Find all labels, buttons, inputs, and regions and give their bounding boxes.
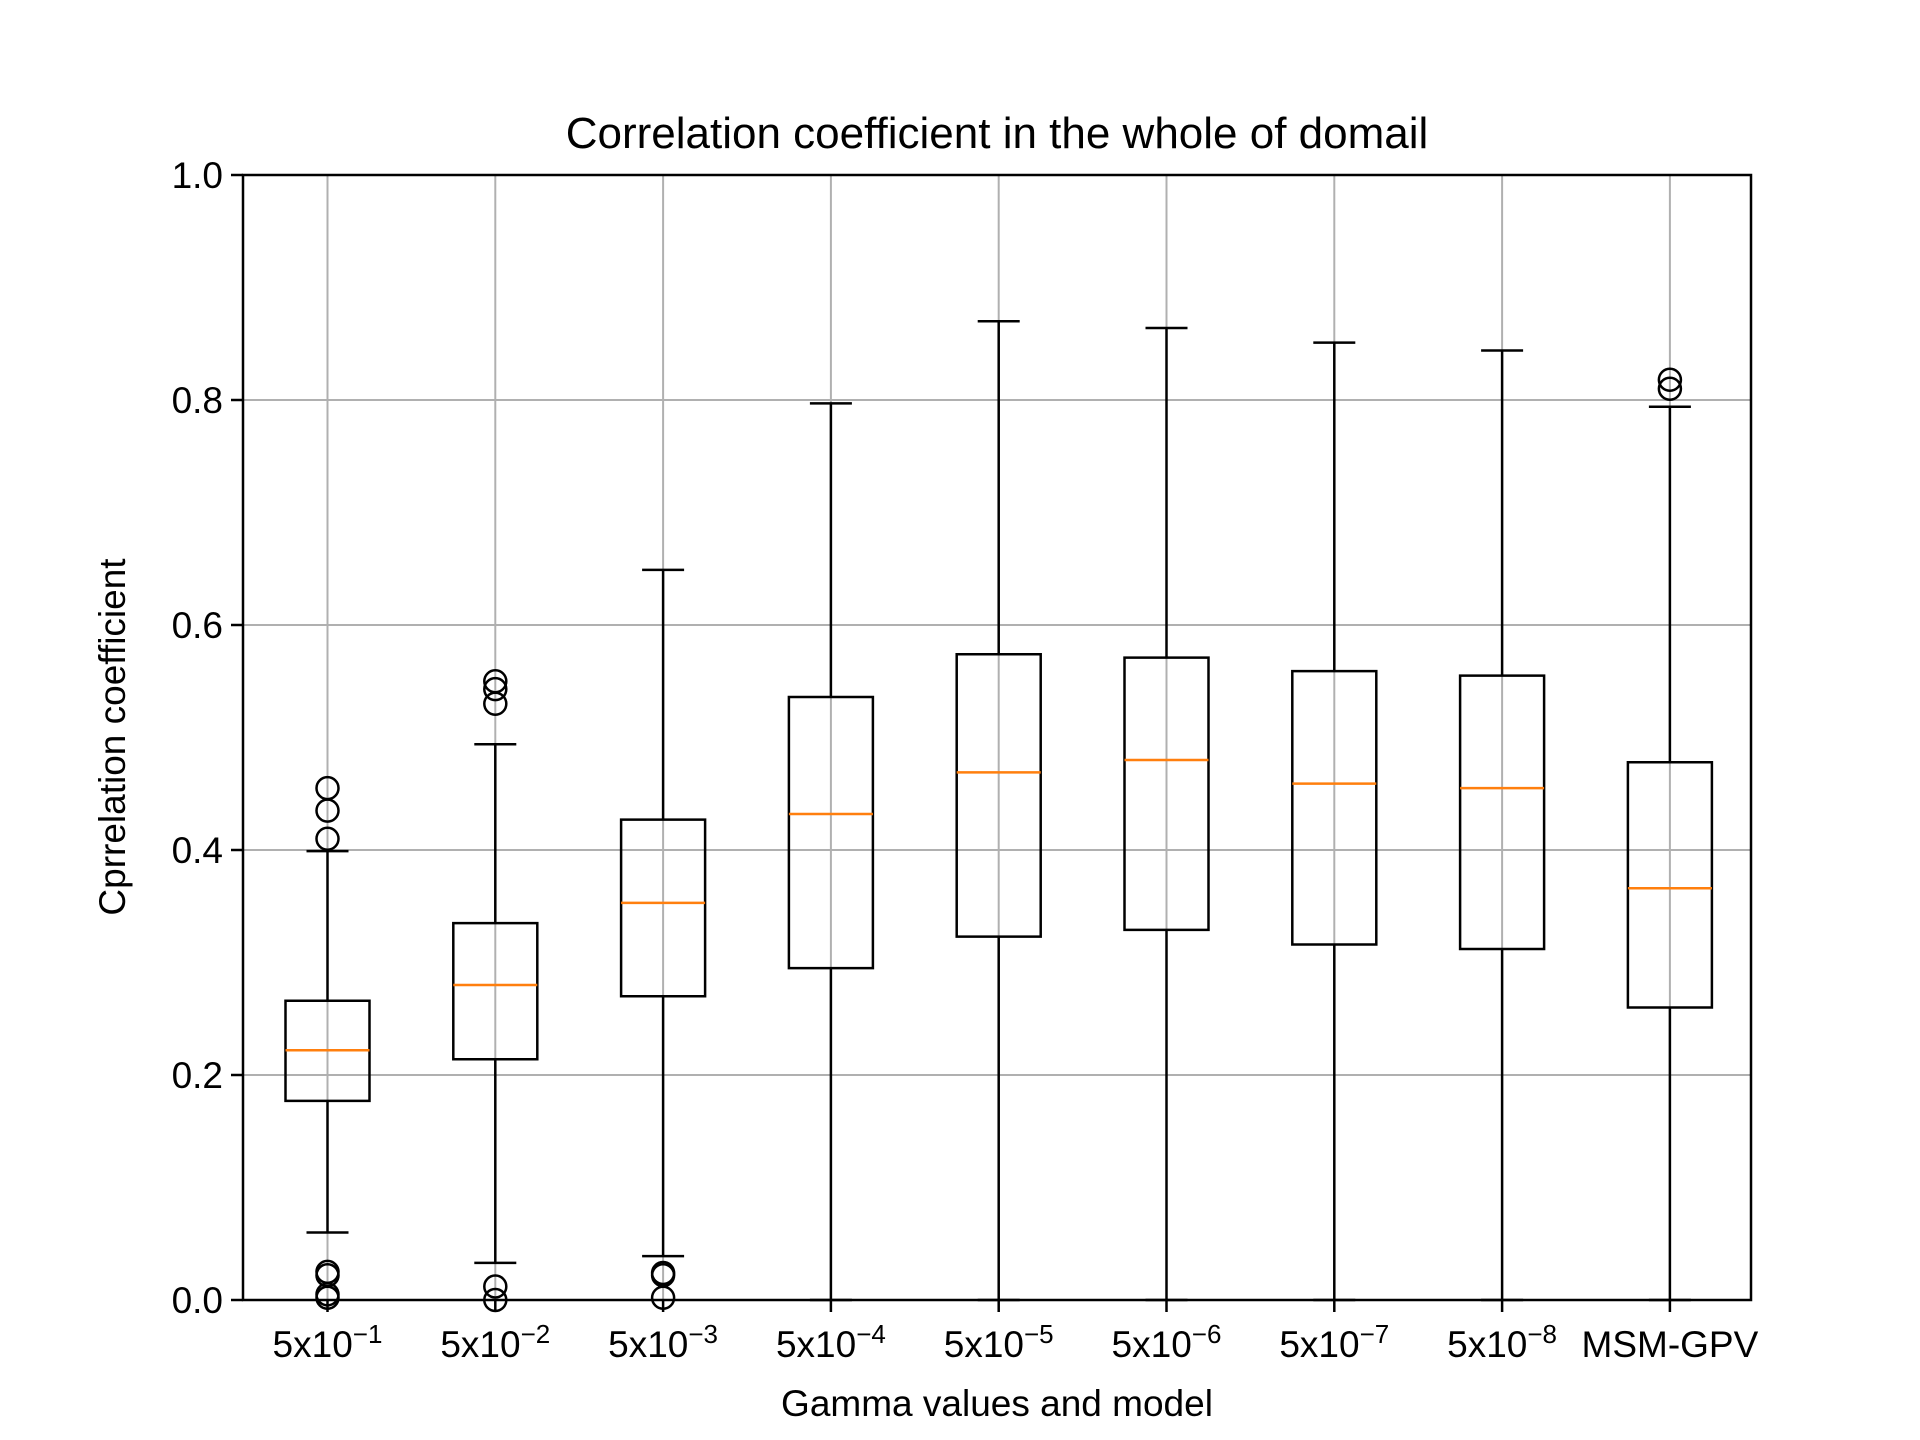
iqr-box xyxy=(787,695,875,970)
outlier-point xyxy=(1657,376,1683,401)
box-5 xyxy=(955,320,1042,1302)
outlier-point xyxy=(1657,367,1683,392)
x-tick-label: 5x10−3 xyxy=(608,1319,718,1365)
y-tick-label: 0.6 xyxy=(172,605,223,646)
iqr-box xyxy=(452,921,539,1061)
iqr-box xyxy=(1291,669,1378,946)
x-tick-label: 5x10−2 xyxy=(440,1319,550,1365)
x-tick-label: 5x10−1 xyxy=(273,1319,383,1365)
outlier-point xyxy=(483,669,508,694)
outlier-point xyxy=(483,1274,508,1299)
iqr-box xyxy=(1458,674,1546,951)
x-tick-label: 5x10−6 xyxy=(1112,1319,1222,1365)
iqr-box xyxy=(1123,656,1210,932)
box-8 xyxy=(1458,349,1546,1302)
chart-title: Correlation coefficient in the whole of … xyxy=(566,109,1429,158)
y-tick-label: 0.2 xyxy=(172,1055,223,1096)
iqr-box xyxy=(1626,761,1714,1009)
boxes xyxy=(284,320,1714,1313)
box-2 xyxy=(452,669,539,1313)
ticks: 0.0 0.2 0.4 0.6 0.8 1.0 5x10−1 5x10−2 5x10−3 5x10… xyxy=(172,155,1759,1365)
box-7 xyxy=(1291,341,1378,1302)
y-tick-label: 1.0 xyxy=(172,155,223,196)
x-tick-label: 5x10−5 xyxy=(944,1319,1054,1365)
box-3 xyxy=(619,568,707,1310)
x-tick-label: MSM-GPV xyxy=(1582,1324,1759,1365)
iqr-box xyxy=(955,653,1042,938)
outlier-point xyxy=(315,775,340,801)
y-axis-label: Cprrelation coefficient xyxy=(92,558,133,916)
box-6 xyxy=(1123,326,1210,1302)
x-axis-label: Gamma values and model xyxy=(781,1383,1213,1424)
outlier-point xyxy=(315,826,340,851)
y-tick-label: 0.8 xyxy=(172,380,223,421)
iqr-box xyxy=(619,818,707,998)
y-tick-label: 0.4 xyxy=(172,830,223,871)
x-tick-label: 5x10−8 xyxy=(1447,1319,1557,1365)
box-4 xyxy=(787,402,875,1302)
plot-frame xyxy=(241,173,1753,1302)
outlier-point xyxy=(483,676,508,702)
y-tick-label: 0.0 xyxy=(172,1280,223,1321)
x-tick-label: 5x10−4 xyxy=(776,1319,886,1365)
x-tick-label: 5x10−7 xyxy=(1279,1319,1389,1365)
grid-lines xyxy=(243,174,1751,1301)
box-9 xyxy=(1626,367,1714,1302)
